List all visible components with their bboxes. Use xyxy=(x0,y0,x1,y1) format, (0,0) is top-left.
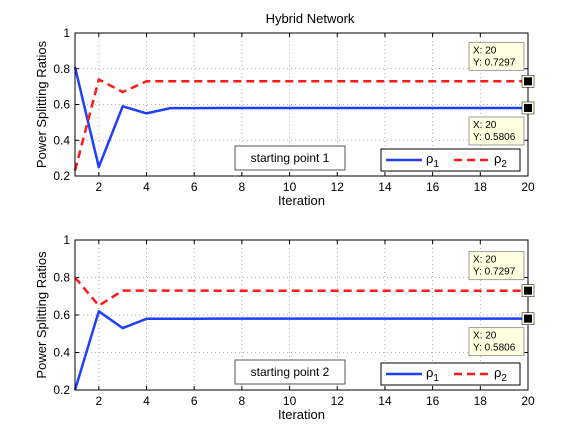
datatip-y-label: Y: 0.7297 xyxy=(473,57,516,68)
datatip-x-label: X: 20 xyxy=(473,255,497,266)
annotation-box xyxy=(234,145,346,171)
datatip-y-label: Y: 0.5806 xyxy=(473,343,516,354)
x-tick-label: 8 xyxy=(239,394,246,408)
series-line-2 xyxy=(73,78,528,171)
datatip-box xyxy=(468,116,525,146)
x-tick-label: 14 xyxy=(378,180,392,194)
datatip-marker xyxy=(524,77,532,86)
subplot-2: 2 4 6 8 10 12 14 16 18 20 0.2 0.4 0.6 0.8 1 Iteration Po… xyxy=(34,233,535,422)
y-tick-label: 1 xyxy=(63,26,70,40)
x-tick-label: 18 xyxy=(474,394,488,408)
x-tick-label: 12 xyxy=(331,394,345,408)
subplot-1: 2 4 6 8 10 12 14 16 18 20 0.2 0.4 0.6 0.8 1 Iteration Po… xyxy=(34,26,535,208)
x-tick-label: 4 xyxy=(143,394,150,408)
x-tick-label: 14 xyxy=(378,394,392,408)
datatip-box xyxy=(468,41,525,71)
datatip-marker xyxy=(524,286,532,295)
annotation-text: starting point 1 xyxy=(251,151,330,165)
x-tick-label: 20 xyxy=(521,180,535,194)
x-axis-label: Iteration xyxy=(278,407,325,422)
y-tick-label: 0.6 xyxy=(53,98,70,112)
y-tick-label: 0.2 xyxy=(53,169,70,183)
series-line-2 xyxy=(74,276,528,307)
x-tick-label: 20 xyxy=(521,394,535,408)
figure-title: Hybrid Network xyxy=(266,11,355,26)
datatip-y-label: Y: 0.7297 xyxy=(473,267,516,278)
annotation-box xyxy=(234,359,346,385)
x-tick-label: 2 xyxy=(95,394,102,408)
x-tick-label: 10 xyxy=(283,394,297,408)
y-tick-label: 0.2 xyxy=(53,383,70,397)
x-tick-label: 8 xyxy=(239,180,246,194)
x-tick-label: 6 xyxy=(191,180,198,194)
x-tick-label: 18 xyxy=(474,180,488,194)
y-tick-label: 0.6 xyxy=(53,308,70,322)
datatip-marker xyxy=(524,314,532,323)
x-tick-label: 6 xyxy=(191,394,198,408)
datatip-box xyxy=(468,327,525,357)
legend-box xyxy=(380,148,521,172)
series-line-1 xyxy=(73,66,528,169)
series-line-1 xyxy=(73,310,528,391)
y-tick-label: 0.8 xyxy=(53,271,70,285)
legend-box xyxy=(380,362,521,386)
x-axis-label: Iteration xyxy=(278,193,325,208)
datatip-box xyxy=(468,251,525,281)
x-tick-label: 16 xyxy=(426,394,440,408)
x-tick-label: 2 xyxy=(95,180,102,194)
x-tick-label: 4 xyxy=(143,180,150,194)
y-tick-label: 0.4 xyxy=(53,346,70,360)
datatip-y-label: Y: 0.5806 xyxy=(473,132,516,143)
datatip-marker xyxy=(524,103,532,112)
x-tick-label: 12 xyxy=(331,180,345,194)
datatip-x-label: X: 20 xyxy=(473,120,497,131)
datatip-x-label: X: 20 xyxy=(473,45,497,56)
y-tick-label: 0.8 xyxy=(53,62,70,76)
y-axis-label: Power Splitting Ratios xyxy=(34,40,49,168)
x-tick-label: 10 xyxy=(283,180,297,194)
x-tick-label: 16 xyxy=(426,180,440,194)
y-tick-label: 1 xyxy=(63,233,70,247)
y-axis-label: Power Splitting Ratios xyxy=(34,251,49,379)
datatip-x-label: X: 20 xyxy=(473,331,497,342)
annotation-text: starting point 2 xyxy=(251,365,330,379)
y-tick-label: 0.4 xyxy=(53,133,70,147)
